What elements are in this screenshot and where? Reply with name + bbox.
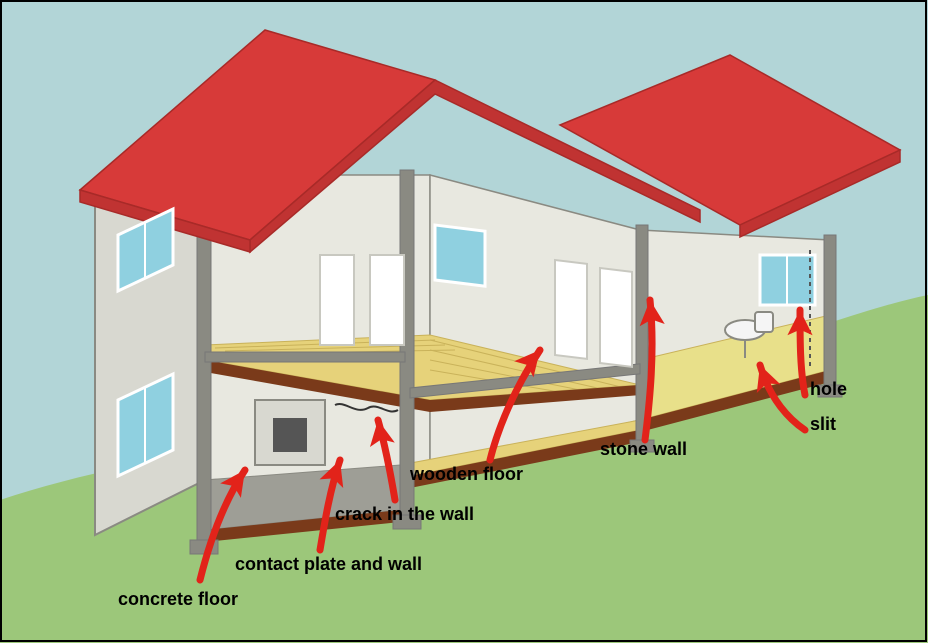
label-contact-plate: contact plate and wall xyxy=(235,554,422,574)
label-stone-wall: stone wall xyxy=(600,439,687,459)
label-wooden-floor: wooden floor xyxy=(409,464,523,484)
fireplace xyxy=(255,400,325,465)
house-cutaway-diagram: concrete floor contact plate and wall cr… xyxy=(0,0,928,643)
label-hole: hole xyxy=(810,379,847,399)
label-concrete-floor: concrete floor xyxy=(118,589,238,609)
label-crack: crack in the wall xyxy=(335,504,474,524)
label-slit: slit xyxy=(810,414,836,434)
